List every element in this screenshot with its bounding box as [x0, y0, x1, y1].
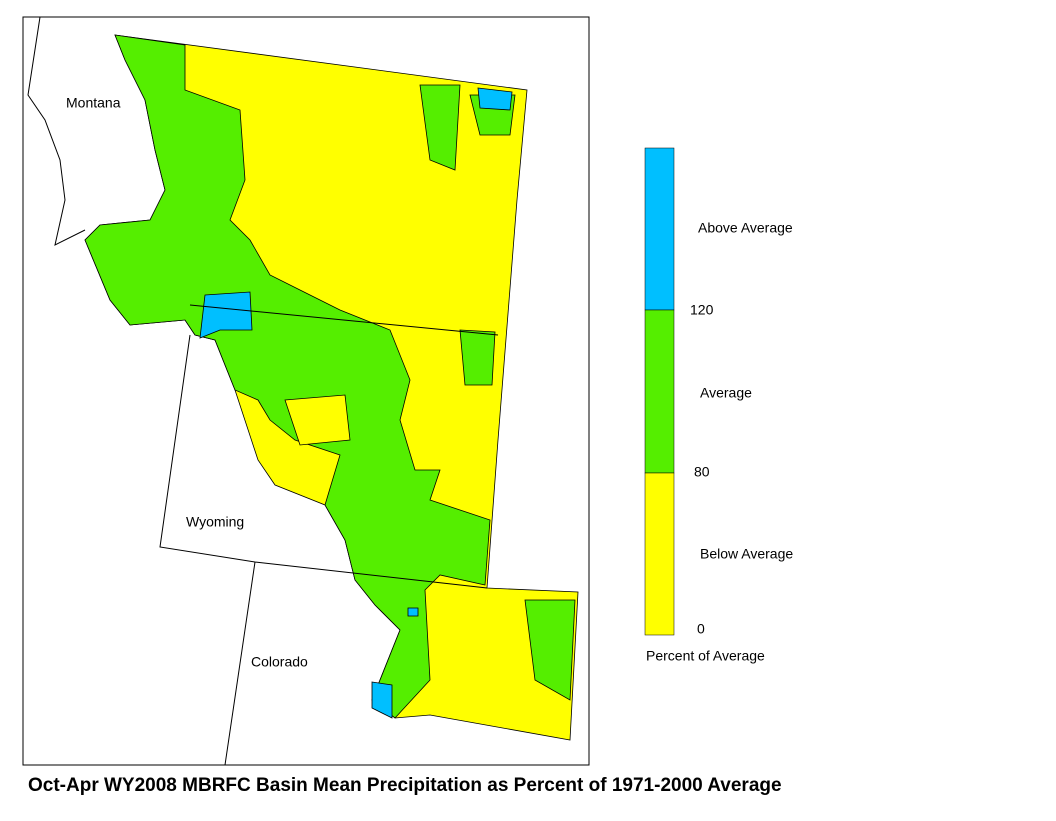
legend-swatch — [644, 472, 675, 636]
state-boundary — [159, 334, 488, 589]
legend-swatch — [644, 147, 675, 311]
basin-region — [407, 607, 419, 617]
basin-region — [199, 291, 253, 339]
basin-region — [84, 34, 491, 719]
basin-region — [371, 681, 393, 719]
legend-label: Above Average — [698, 220, 793, 236]
basin-region — [284, 394, 351, 446]
state-boundary — [224, 561, 256, 766]
basin-region — [477, 87, 513, 111]
state-label: Montana — [66, 95, 121, 111]
legend-break: 120 — [690, 302, 714, 318]
state-label: Colorado — [251, 654, 308, 670]
legend-label: Below Average — [700, 546, 793, 562]
legend-swatch — [644, 309, 675, 474]
state-boundary — [189, 304, 499, 336]
map-title: Oct-Apr WY2008 MBRFC Basin Mean Precipit… — [28, 775, 782, 796]
basin-region — [524, 599, 576, 701]
state-boundary — [27, 16, 86, 246]
legend: Above Average Average Below Average 120 … — [644, 147, 793, 664]
legend-break: 0 — [697, 621, 705, 637]
legend-label: Average — [700, 385, 752, 401]
state-label: Wyoming — [186, 514, 244, 530]
legend-title: Percent of Average — [646, 648, 765, 664]
legend-break: 80 — [694, 464, 710, 480]
basin-region — [419, 84, 461, 171]
basin-region — [459, 329, 496, 386]
